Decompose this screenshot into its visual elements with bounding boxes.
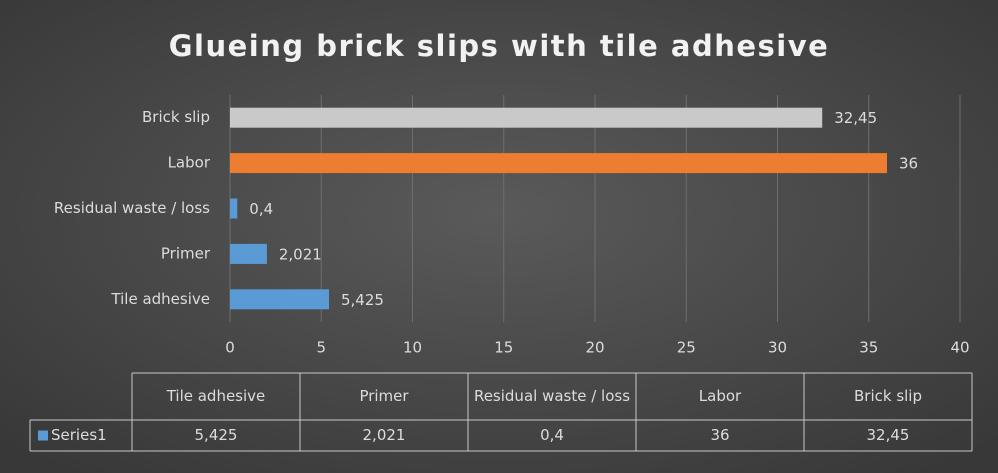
data-label: 5,425 [341, 291, 384, 309]
table-header: Tile adhesive [166, 387, 266, 405]
y-tick-label: Tile adhesive [110, 290, 210, 308]
table-cell: 5,425 [195, 426, 238, 444]
table-header: Brick slip [854, 387, 922, 405]
data-label: 36 [899, 155, 918, 173]
bar [230, 107, 823, 128]
y-tick-label: Residual waste / loss [54, 199, 210, 217]
x-tick-label: 25 [677, 339, 696, 357]
x-tick-label: 20 [585, 339, 604, 357]
table-cell: 36 [710, 426, 729, 444]
x-tick-label: 10 [403, 339, 422, 357]
x-tick-label: 40 [950, 339, 969, 357]
bar [230, 153, 887, 174]
y-tick-label: Labor [168, 154, 211, 172]
x-tick-label: 0 [225, 339, 235, 357]
legend-swatch [38, 430, 48, 441]
chart-title: Glueing brick slips with tile adhesive [169, 29, 830, 63]
legend-label: Series1 [51, 426, 107, 444]
x-tick-label: 15 [494, 339, 513, 357]
x-tick-label: 35 [859, 339, 878, 357]
table-header: Primer [359, 387, 409, 405]
table-header: Labor [699, 387, 742, 405]
x-tick-label: 30 [768, 339, 787, 357]
table-cell: 2,021 [363, 426, 406, 444]
table-header: Residual waste / loss [474, 387, 630, 405]
x-tick-label: 5 [316, 339, 326, 357]
bar [230, 243, 267, 264]
data-label: 0,4 [249, 200, 273, 218]
bar [230, 198, 238, 219]
table-cell: 32,45 [867, 426, 910, 444]
bar [230, 289, 330, 310]
table-cell: 0,4 [540, 426, 564, 444]
y-tick-label: Brick slip [142, 108, 210, 126]
data-label: 32,45 [834, 109, 877, 127]
data-label: 2,021 [279, 245, 322, 263]
y-tick-label: Primer [161, 244, 211, 262]
